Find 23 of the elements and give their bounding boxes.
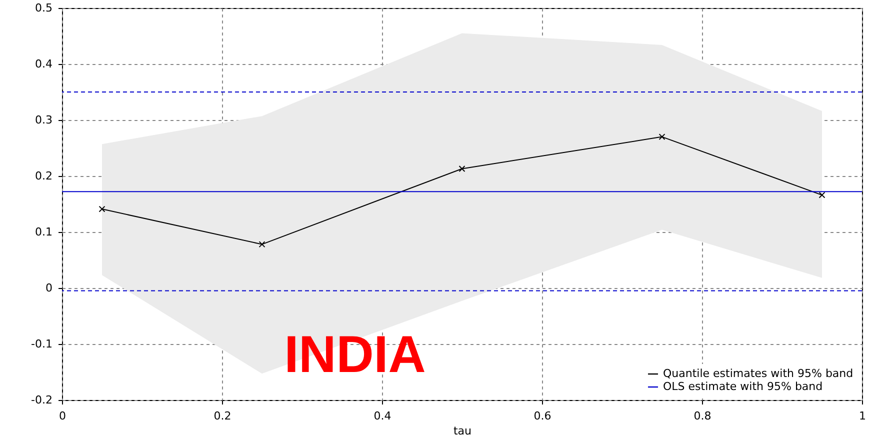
- y-tick-label: 0.4: [35, 58, 52, 70]
- y-tick-label: -0.2: [31, 394, 52, 406]
- x-tick-label: 0.8: [694, 410, 712, 422]
- point: [458, 165, 466, 172]
- point: [818, 192, 826, 198]
- x-tick-label: 0.2: [214, 410, 232, 422]
- x-tick-label: 1: [859, 410, 866, 422]
- point: [98, 206, 106, 212]
- y-tick-label: 0.2: [35, 170, 52, 182]
- x-tick-label: 0: [59, 410, 66, 422]
- y-tick-label: -0.1: [31, 338, 52, 350]
- legend-label: Quantile estimates with 95% band: [663, 367, 854, 380]
- x-tick-label: 0.4: [374, 410, 392, 422]
- annotation: INDIA: [284, 326, 426, 384]
- x-axis-title: tau: [453, 424, 472, 438]
- y-tick-label: 0.1: [35, 226, 52, 238]
- x-tick-label: 0.6: [534, 410, 552, 422]
- point: [658, 134, 666, 140]
- point: [258, 241, 266, 248]
- y-tick-label: 0: [46, 282, 52, 294]
- legend-label: OLS estimate with 95% band: [663, 380, 823, 393]
- y-tick-label: 0.3: [35, 114, 52, 126]
- y-tick-label: 0.5: [35, 2, 52, 14]
